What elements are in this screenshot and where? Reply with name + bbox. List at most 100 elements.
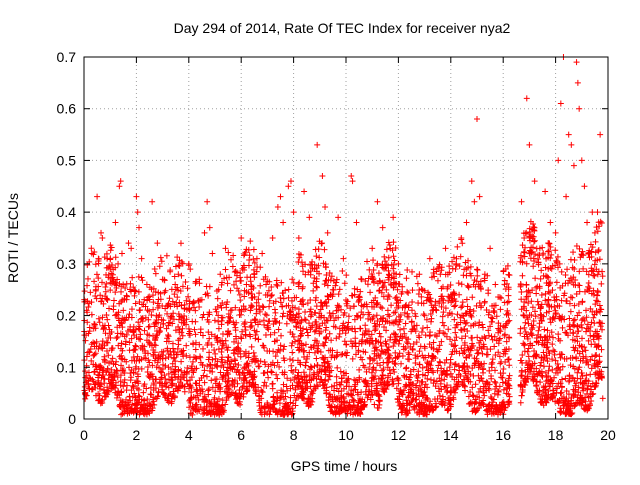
data-point [175,323,182,330]
data-point [431,273,438,280]
data-point [236,348,243,355]
data-point [144,363,151,370]
data-point [248,282,255,289]
data-point [257,282,264,289]
data-point [118,362,125,369]
data-point [220,340,227,347]
data-point [323,317,330,324]
data-point [183,297,190,304]
data-point [136,357,143,364]
x-tick-label: 8 [290,427,298,443]
x-tick-label: 20 [600,427,616,443]
data-point [289,369,296,376]
data-point [222,266,229,273]
data-point [120,383,127,390]
data-point [144,396,151,403]
data-point [333,335,340,342]
data-point [382,258,389,265]
data-point [469,334,476,341]
data-point [112,289,119,296]
data-point [412,384,419,391]
data-point [130,383,137,390]
data-point [295,369,302,376]
data-point [433,346,440,353]
data-point [83,362,90,369]
data-point [357,314,364,321]
data-point [280,381,287,388]
data-point [349,355,356,362]
data-point [459,240,466,247]
data-point [85,275,92,282]
data-point [168,373,175,380]
data-point [133,343,140,350]
data-point [212,306,219,313]
data-point [292,338,299,345]
data-point [237,353,244,360]
data-point [345,313,352,320]
data-point [374,317,381,324]
data-point [245,262,252,269]
data-point [412,310,419,317]
data-point [251,353,258,360]
data-point [181,369,188,376]
data-point [149,292,156,299]
data-point [410,366,417,373]
data-point [87,289,94,296]
data-point [354,286,361,293]
data-point [471,360,478,367]
data-point [438,293,445,300]
data-point [114,311,121,318]
data-point [370,364,377,371]
data-point [127,397,134,404]
data-point [237,297,244,304]
data-point [406,407,413,414]
data-point [138,274,145,281]
data-point [268,283,275,290]
data-point [289,339,296,346]
data-point [234,380,241,387]
data-point [471,277,478,284]
data-point [397,333,404,340]
data-point [469,294,476,301]
data-point [236,291,243,298]
data-point [418,329,425,336]
data-point [454,381,461,388]
data-point [84,319,91,326]
data-point [199,345,206,352]
data-point [388,302,395,309]
data-point [391,369,398,376]
data-point [425,352,432,359]
data-point [178,272,185,279]
data-point [450,254,457,261]
data-point [498,374,505,381]
data-point [177,287,184,294]
data-point [457,253,464,260]
data-point [247,307,254,314]
data-point [338,351,345,358]
data-point [467,263,474,270]
x-tick-label: 16 [495,427,511,443]
data-point [480,324,487,331]
y-tick-label: 0.4 [57,204,77,220]
data-point [364,258,371,265]
data-point [340,395,347,402]
data-point [231,377,238,384]
data-point [345,376,352,383]
data-point [328,383,335,390]
data-point [192,401,199,408]
data-point [335,388,342,395]
data-point [412,352,419,359]
data-point [363,368,370,375]
data-point [126,393,133,400]
data-point [419,364,426,371]
data-point [371,401,378,408]
data-point [141,296,148,303]
data-point [132,342,139,349]
data-point [446,364,453,371]
data-point [366,266,373,273]
data-point [93,295,100,302]
data-point [479,366,486,373]
data-point [123,396,129,403]
data-point [495,340,502,347]
